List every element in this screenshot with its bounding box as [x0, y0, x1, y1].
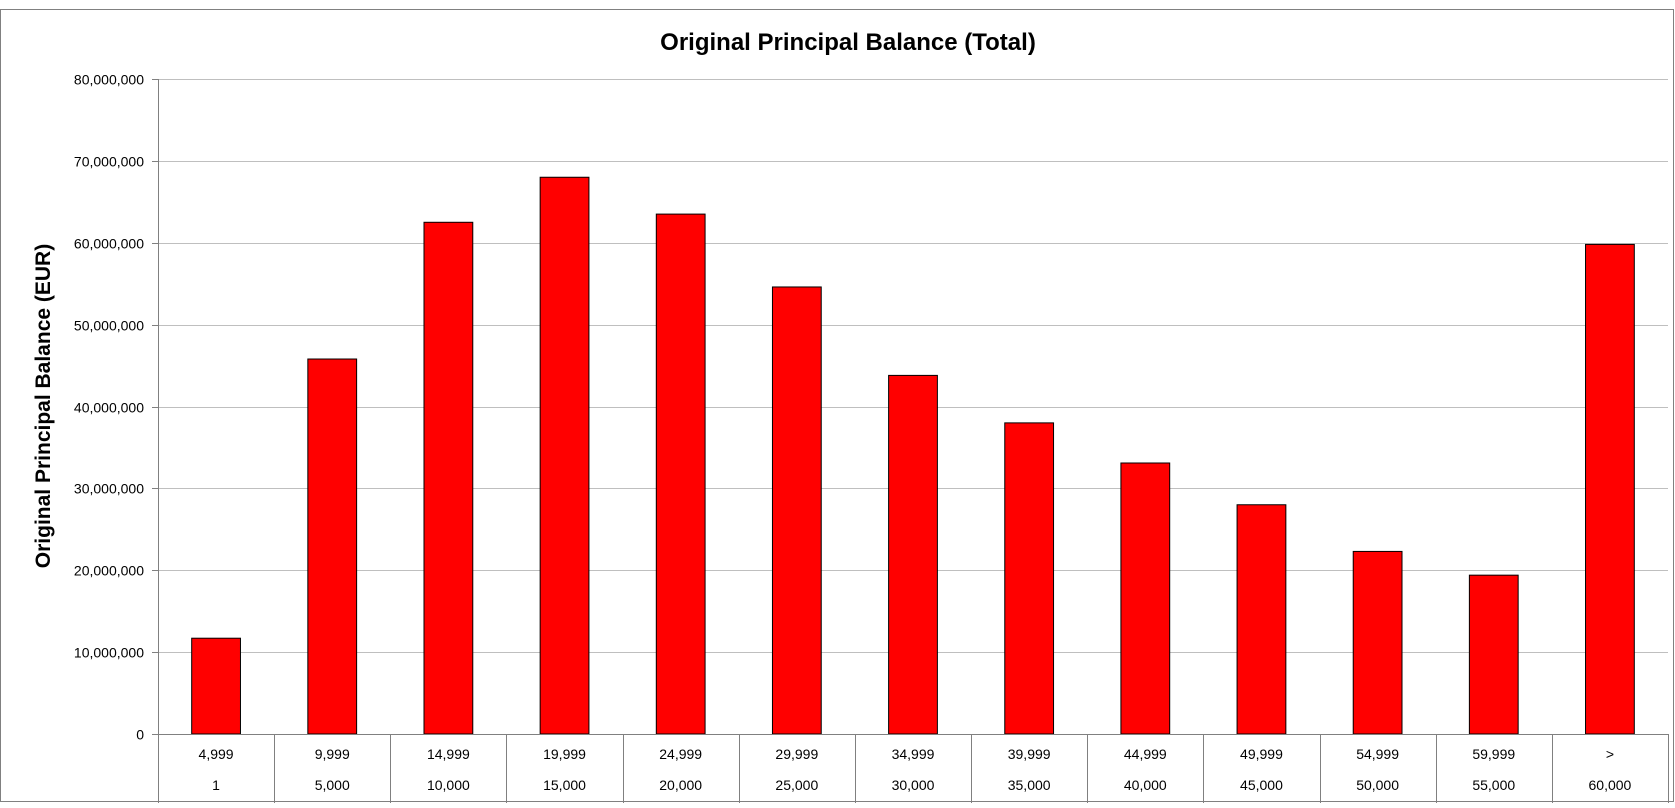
bar — [191, 637, 241, 735]
y-tick-label: 80,000,000 — [74, 72, 144, 88]
category-label-upper: > — [1606, 746, 1614, 762]
bar — [1585, 243, 1635, 735]
y-axis-label: Original Principal Balance (EUR) — [32, 244, 55, 568]
category-label-lower: 50,000 — [1356, 777, 1399, 793]
category-label-upper: 39,999 — [1008, 746, 1051, 762]
bar — [423, 221, 474, 735]
category-label-lower: 40,000 — [1124, 777, 1167, 793]
y-tick-labels: 0 10,000,000 20,000,000 30,000,000 40,000,00… — [74, 72, 144, 743]
category-label-lower: 15,000 — [543, 777, 586, 793]
y-tick-label: 0 — [136, 727, 144, 743]
bar — [1468, 574, 1519, 735]
category-label-upper: 9,999 — [315, 746, 350, 762]
category-label-upper: 24,999 — [659, 746, 702, 762]
bar — [1352, 550, 1403, 735]
y-tick-label: 30,000,000 — [74, 481, 144, 497]
category-label-upper: 49,999 — [1240, 746, 1283, 762]
category-label-lower: 20,000 — [659, 777, 702, 793]
y-tick-label: 40,000,000 — [74, 400, 144, 416]
category-label-upper: 4,999 — [199, 746, 234, 762]
category-label-lower: 1 — [212, 777, 220, 793]
bar — [1236, 504, 1287, 735]
category-label-lower: 10,000 — [427, 777, 470, 793]
category-label-lower: 25,000 — [775, 777, 818, 793]
category-label-upper: 19,999 — [543, 746, 586, 762]
category-label-upper: 44,999 — [1124, 746, 1167, 762]
x-category-labels: 4,99919,9995,00014,99910,00019,99915,000… — [199, 746, 1632, 793]
chart-border — [0, 9, 1674, 802]
category-label-lower: 35,000 — [1008, 777, 1051, 793]
category-label-upper: 59,999 — [1472, 746, 1515, 762]
category-label-upper: 34,999 — [892, 746, 935, 762]
category-label-upper: 54,999 — [1356, 746, 1399, 762]
category-label-lower: 55,000 — [1472, 777, 1515, 793]
bar — [1004, 422, 1055, 735]
category-label-lower: 30,000 — [892, 777, 935, 793]
category-label-lower: 45,000 — [1240, 777, 1283, 793]
y-tick-label: 20,000,000 — [74, 563, 144, 579]
bars — [191, 176, 1635, 735]
chart-title: Original Principal Balance (Total) — [660, 29, 1036, 56]
axes — [152, 79, 1669, 803]
bar — [771, 286, 822, 735]
category-label-upper: 14,999 — [427, 746, 470, 762]
y-tick-label: 70,000,000 — [74, 154, 144, 170]
bar — [1120, 462, 1171, 735]
bar — [655, 213, 706, 735]
category-label-lower: 5,000 — [315, 777, 350, 793]
category-label-upper: 29,999 — [775, 746, 818, 762]
category-label-lower: 60,000 — [1589, 777, 1632, 793]
y-tick-label: 60,000,000 — [74, 236, 144, 252]
bar — [307, 358, 358, 735]
y-tick-label: 50,000,000 — [74, 318, 144, 334]
bar — [888, 374, 938, 735]
bar — [539, 176, 590, 735]
y-tick-label: 10,000,000 — [74, 645, 144, 661]
